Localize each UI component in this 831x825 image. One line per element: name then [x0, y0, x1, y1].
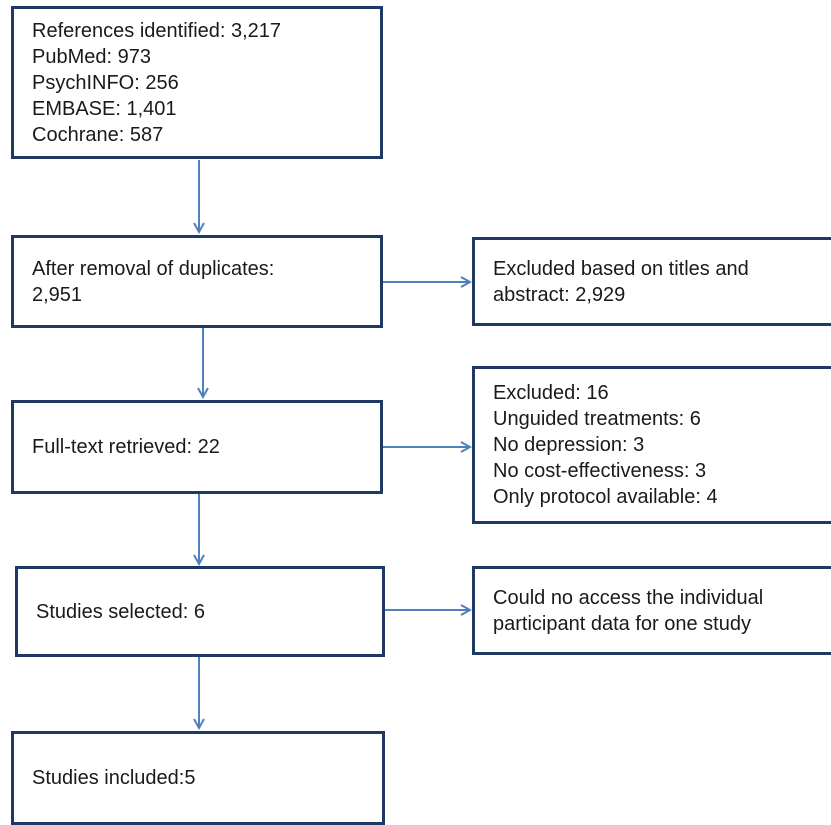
box-line: Studies selected: 6 — [36, 600, 205, 623]
box-line: No cost-effectiveness: 3 — [493, 460, 707, 482]
box-line: Cochrane: 587 — [32, 123, 164, 146]
studies-selected-box: Studies selected: 6 — [15, 566, 385, 657]
box-line: 2,951 — [32, 283, 83, 306]
box-line: PsychINFO: 256 — [32, 71, 179, 94]
excluded-fulltext-box: Excluded: 16 Unguided treatments: 6 No d… — [472, 366, 831, 524]
box-line: Excluded: 16 — [493, 382, 609, 404]
box-line: EMBASE: 1,401 — [32, 97, 177, 120]
box-line: Only protocol available: 4 — [493, 486, 718, 508]
box-line: Full-text retrieved: 22 — [32, 436, 220, 458]
could-not-access-box: Could no access the individual participa… — [472, 566, 831, 655]
box-line: No depression: 3 — [493, 434, 645, 456]
excluded-titles-box: Excluded based on titles and abstract: 2… — [472, 237, 831, 326]
box-line: abstract: 2,929 — [493, 283, 626, 306]
box-line: Studies included:5 — [32, 767, 196, 789]
references-identified-box: References identified: 3,217 PubMed: 973… — [11, 6, 383, 159]
box-line: Could no access the individual — [493, 586, 764, 609]
studies-included-box: Studies included:5 — [11, 731, 385, 825]
box-line: PubMed: 973 — [32, 45, 151, 68]
box-line: References identified: 3,217 — [32, 19, 282, 42]
box-line: After removal of duplicates: — [32, 257, 275, 280]
after-duplicates-box: After removal of duplicates: 2,951 — [11, 235, 383, 328]
box-line: participant data for one study — [493, 612, 751, 635]
box-line: Excluded based on titles and — [493, 257, 749, 280]
fulltext-retrieved-box: Full-text retrieved: 22 — [11, 400, 383, 494]
box-line: Unguided treatments: 6 — [493, 408, 701, 430]
